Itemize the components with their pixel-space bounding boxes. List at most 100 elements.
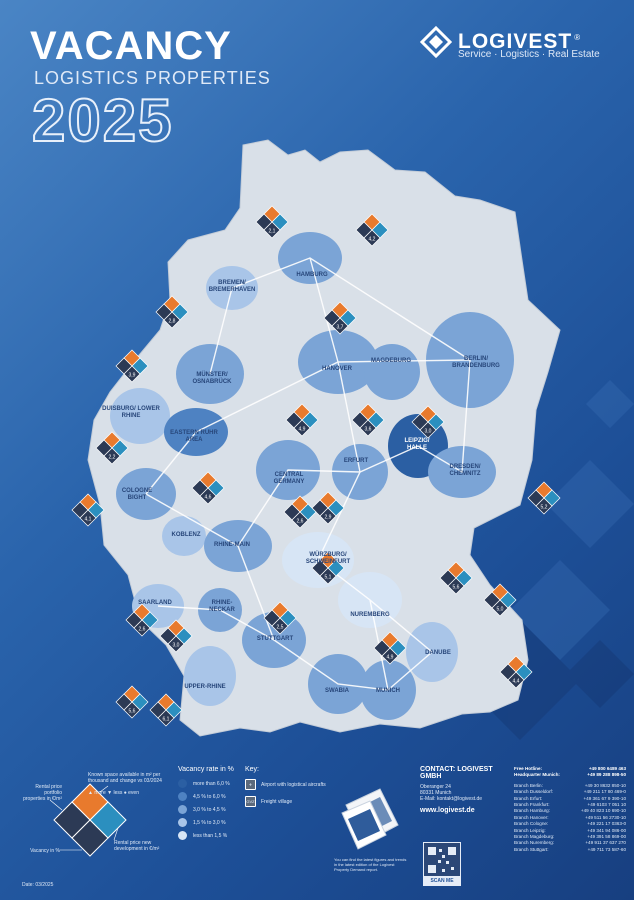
logo-tagline: Service · Logistics · Real Estate [458, 49, 600, 60]
phone-number[interactable]: +49 221 17 0363-0 [587, 821, 626, 827]
phone-row: Branch Magdeburg: +49 391 58 869-00 [514, 834, 626, 840]
rate-dot [178, 805, 187, 814]
legend-right-label: Rental price new development in €/m² [114, 840, 160, 852]
value-marker: 2,5 [263, 601, 297, 635]
rate-dot [178, 792, 187, 801]
value-marker: 4,4 [499, 655, 533, 689]
value-marker: 2,6 [283, 495, 317, 529]
phone-label: Branch Magdeburg: [514, 834, 555, 840]
vacancy-value: 5,1 [325, 575, 332, 581]
vacancy-rate-legend: Vacancy rate in % more than 6,0 % 4,5 % … [178, 766, 234, 844]
vacancy-value: 2,2 [109, 455, 116, 461]
germany-outline [87, 139, 561, 737]
vacancy-value: 3,0 [173, 643, 180, 649]
vacancy-value: 3,0 [425, 429, 432, 435]
region-label: EASTERN RUHR AREA [170, 430, 218, 443]
region-label: DANUBE [425, 650, 451, 656]
phone-label: Branch Berlin: [514, 782, 543, 788]
region-label: MUNICH [376, 688, 400, 694]
vacancy-value: 4,6 [205, 495, 212, 501]
vacancy-rate-row: 4,5 % to 6,0 % [178, 792, 234, 801]
phone-number[interactable]: +49 89 288 898-50 [587, 772, 626, 778]
region-label: KOBLENZ [171, 532, 201, 538]
map-key: Key: ✈ Airport with logistical aircrafts … [245, 766, 326, 813]
value-marker: 3,6 [351, 403, 385, 437]
phone-label: Branch Cologne: [514, 821, 549, 827]
phone-label: Free Hotline: [514, 766, 543, 771]
phone-row: Branch Berlin: +49 30 8632 850-10 [514, 783, 626, 789]
vacancy-value: 4,9 [299, 427, 306, 433]
region-label: COLOGNE BIGHT [121, 488, 153, 501]
contact-email[interactable]: E-Mail: kontakt@logivest.de [420, 796, 483, 802]
value-marker: 2,2 [95, 431, 129, 465]
rate-dot [178, 831, 187, 840]
phone-number[interactable]: +49 6103 7 051 10 [587, 802, 626, 808]
phone-number[interactable]: +49 40 823 10 690-10 [580, 808, 626, 814]
phone-number[interactable]: +49 911 37 637 270 [585, 840, 626, 846]
phone-number[interactable]: +49 800 6489 463 [588, 766, 626, 771]
phone-label: Branch Dusseldorf: [514, 789, 554, 795]
phone-row: Branch Dusseldorf: +49 211 17 80 469-0 [514, 789, 626, 795]
rate-dot [178, 779, 187, 788]
legend-top-symbols: ▲ more ▼ less ● even [88, 790, 139, 796]
phone-row: Branch Nuremberg: +49 911 37 637 270 [514, 840, 626, 846]
phone-label: Branch Nuremberg: [514, 840, 555, 846]
brochure-image [341, 788, 399, 850]
phone-list: Free Hotline: +49 800 6489 463 Headquarter… [514, 766, 626, 853]
key-label: Freight village [261, 798, 293, 805]
airport-icon: ✈ [245, 779, 256, 790]
qr-code[interactable] [423, 842, 461, 878]
region-label: HAMBURG [296, 272, 328, 278]
logo-name: LOGIVEST [458, 30, 573, 53]
contact-line: 80331 Munich [420, 790, 452, 796]
value-marker: 5,6 [115, 685, 149, 719]
brochure-note: You can find the latest figures and tren… [334, 857, 407, 872]
poster-subtitle: LOGISTICS PROPERTIES [34, 68, 271, 88]
region-label: UPPER-RHINE [184, 684, 226, 690]
vacancy-value: 4,9 [387, 655, 394, 661]
rate-label: 1,5 % to 3,0 % [193, 819, 226, 826]
logo-diamond-icon [420, 26, 452, 58]
value-marker: 3,9 [115, 349, 149, 383]
phone-number[interactable]: +49 511 56 2730-10 [585, 814, 626, 820]
phone-number[interactable]: +49 30 8632 850-10 [584, 782, 626, 788]
region-label: HANOVER [321, 366, 352, 372]
phone-number[interactable]: +49 211 17 80 469-0 [583, 789, 626, 795]
phone-row: Branch Leipzig: +49 341 94 086-00 [514, 828, 626, 834]
phone-number[interactable]: +49 361 67 9 390-10 [583, 795, 626, 801]
contact-line: Oberanger 24 [420, 784, 451, 790]
region-label: NUREMBERG [350, 612, 390, 618]
phone-number[interactable]: +49 341 94 086-00 [587, 827, 626, 833]
vacancy-value: 3,9 [129, 373, 136, 379]
value-marker: 3,0 [411, 405, 445, 439]
phone-label: Branch Hanover: [514, 814, 549, 820]
region-label: DRESDEN/ CHEMNITZ [449, 464, 481, 477]
vacancy-value: 2,9 [325, 515, 332, 521]
region-label: ERFURT [343, 458, 369, 464]
region-label: BREMEN/ BREMERHAVEN [208, 280, 256, 293]
phone-label: Branch Frankfurt: [514, 802, 550, 808]
issue-date: Date: 03/2025 [22, 882, 54, 888]
key-row-airport: ✈ Airport with logistical aircrafts [245, 779, 326, 790]
region-label: BERLIN/ BRANDENBURG [452, 356, 500, 369]
phone-row: Branch Cologne: +49 221 17 0363-0 [514, 821, 626, 827]
phone-number[interactable]: +49 391 58 869-00 [587, 834, 626, 840]
poster-title: VACANCY [30, 24, 232, 68]
region-label: STUTTGART [256, 636, 294, 642]
phone-number[interactable]: +49 711 73 587-60 [587, 846, 626, 852]
value-marker: 4,1 [71, 493, 105, 527]
vacancy-value: 3,7 [337, 325, 344, 331]
contact-heading: CONTACT: LOGIVEST GMBH [420, 766, 493, 780]
phone-label: Branch Stuttgart: [514, 846, 549, 852]
region-label: RHINE-MAIN [214, 542, 250, 548]
motorways [145, 257, 471, 691]
vacancy-value: 2,6 [139, 627, 146, 633]
value-marker: 2,8 [155, 295, 189, 329]
vacancy-value: 4,4 [513, 679, 520, 685]
vacancy-value: 5,6 [453, 585, 460, 591]
logo-trademark: ® [574, 32, 581, 42]
vacancy-value: 4,1 [85, 517, 92, 523]
contact-website-link[interactable]: www.logivest.de [420, 807, 475, 814]
value-marker: 2,6 [125, 603, 159, 637]
